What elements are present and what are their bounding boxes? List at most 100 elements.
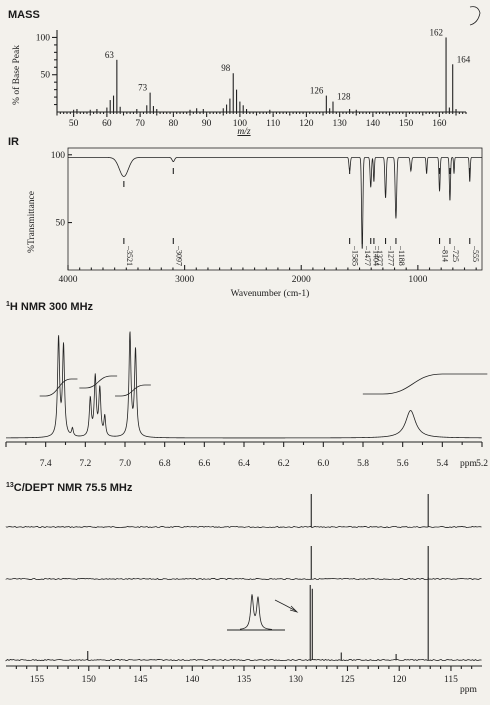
mass-peak-label: 63: [105, 50, 115, 60]
mass-x-tick-label: 140: [366, 119, 381, 129]
ir-band-label: –1585: [351, 245, 360, 266]
h-nmr-tick-label: 7.2: [79, 459, 91, 469]
h-nmr-integral: [115, 384, 151, 397]
h-nmr-integral: [39, 378, 78, 397]
mass-spectrum-panel: MASS % of Base Peak 50 60 70 80 90 100 110 120 1…: [8, 6, 481, 137]
h-nmr-content: [6, 331, 488, 439]
c-nmr-x-label: ppm: [460, 685, 478, 695]
c-nmr-tick-label: 125: [340, 675, 355, 685]
ir-y-tick-label: 100: [51, 151, 66, 161]
c-nmr-baseline-2: [5, 577, 482, 581]
ir-y-tick-label: 50: [56, 219, 66, 229]
c-nmr-content: [5, 494, 482, 662]
mass-x-tick-label: 160: [432, 119, 447, 129]
mass-peak-label: 128: [337, 92, 351, 102]
ir-x-tick-label: 3000: [175, 275, 194, 285]
c-nmr-inset-doublet: [239, 594, 273, 630]
h-nmr-integral: [362, 373, 488, 395]
mass-peak-label: 162: [430, 27, 444, 37]
mass-x-tick-label: 60: [102, 119, 112, 129]
mass-x-tick-label: 110: [266, 119, 280, 129]
mass-title: MASS: [8, 9, 40, 21]
page-curl-mark: [469, 6, 481, 26]
h-nmr-tick-label: 5.6: [397, 459, 409, 469]
mass-y-tick-label: 50: [41, 71, 51, 81]
mass-x-tick-label: 80: [169, 119, 179, 129]
ir-band-label: –1277: [387, 245, 396, 266]
ir-band-label: –814: [441, 245, 450, 262]
c-nmr-tick-label: 140: [185, 675, 200, 685]
h-nmr-tick-label: 5.4: [436, 459, 448, 469]
h-nmr-tick-label: 5.2: [476, 459, 488, 469]
h-nmr-ticks: 7.4 7.2 7.0 6.8 6.6 6.4 6.2 6.0 5.8 5.6 5.4 5.2: [5, 442, 488, 469]
mass-peak-label: 73: [138, 83, 148, 93]
ir-x-tick-label: 2000: [292, 275, 311, 285]
ir-band-label: –3097: [174, 245, 183, 266]
mass-peak-label: 164: [457, 54, 471, 64]
h-nmr-tick-label: 6.2: [278, 459, 290, 469]
c-nmr-tick-label: 115: [444, 675, 458, 685]
mass-x-label: m/z: [237, 127, 251, 137]
h-nmr-tick-label: 6.6: [198, 459, 210, 469]
ir-band-label: –1377: [375, 245, 384, 266]
ir-band-label: –1404: [372, 245, 381, 266]
c-nmr-baseline-1: [5, 525, 482, 529]
h-nmr-superscript: 1: [6, 301, 10, 308]
mass-ticks: 50 60 70 80 90 100 110 120 130 140 150 160 50 100: [36, 33, 467, 129]
h-nmr-tick-label: 6.8: [159, 459, 171, 469]
h-nmr-x-label: ppm: [460, 459, 478, 469]
h-nmr-tick-label: 5.8: [357, 459, 369, 469]
h-nmr-tick-label: 6.4: [238, 459, 250, 469]
c-nmr-inset-arrow: [274, 599, 297, 612]
c-nmr-tick-label: 120: [392, 675, 407, 685]
mass-y-label: % of Base Peak: [11, 45, 22, 105]
c-nmr-tick-label: 130: [289, 675, 304, 685]
h-nmr-panel: 1H NMR 300 MHz 7.4 7.2 7.0 6.8 6.6 6.4 6.2 6.0 5…: [5, 301, 488, 469]
h-nmr-tick-label: 7.0: [119, 459, 131, 469]
mass-x-tick-label: 50: [69, 119, 79, 129]
ir-title: IR: [8, 136, 19, 148]
c-nmr-title: 13C/DEPT NMR 75.5 MHz: [6, 482, 133, 494]
ir-spectrum-panel: IR %Transmittance 4000 3000 2000 100050100 …: [8, 136, 483, 299]
ir-x-label: Wavenumber (cm-1): [231, 288, 310, 299]
c-nmr-superscript: 13: [6, 482, 14, 489]
mass-x-tick-label: 100: [233, 119, 248, 129]
mass-x-tick-label: 70: [135, 119, 145, 129]
mass-x-tick-label: 90: [202, 119, 212, 129]
ir-ticks: 4000 3000 2000 1000 50 100: [51, 151, 477, 285]
h-nmr-title-text: H NMR 300 MHz: [10, 301, 94, 313]
mass-x-tick-label: 150: [399, 119, 414, 129]
c-nmr-panel: 13C/DEPT NMR 75.5 MHz 155 150 145 140 135 130…: [5, 482, 482, 695]
c-nmr-inset-arrowhead: [289, 605, 299, 613]
ir-x-tick-label: 4000: [59, 275, 78, 285]
mass-y-tick-label: 100: [36, 33, 51, 43]
ir-x-tick-label: 1000: [408, 275, 427, 285]
ir-frame: [67, 147, 483, 271]
ir-band-label: –1188: [397, 245, 406, 266]
c-nmr-baseline-3: [5, 658, 482, 662]
h-nmr-integral: [79, 375, 118, 389]
ir-band-label: –3521: [125, 245, 134, 266]
ir-band-label: –725: [451, 245, 460, 262]
mass-peak-label: 98: [221, 63, 231, 73]
h-nmr-tick-label: 6.0: [317, 459, 329, 469]
mass-peak-label: 126: [310, 86, 324, 96]
h-nmr-tick-label: 7.4: [40, 459, 52, 469]
h-nmr-trace: [6, 331, 482, 439]
ir-band-label: –1477: [363, 245, 372, 266]
ir-y-label: %Transmittance: [27, 191, 37, 253]
ir-band-label: –555: [471, 245, 480, 262]
h-nmr-title: 1H NMR 300 MHz: [6, 301, 94, 313]
c-nmr-title-text: C/DEPT NMR 75.5 MHz: [14, 482, 133, 494]
c-nmr-tick-label: 155: [30, 675, 45, 685]
c-nmr-tick-label: 150: [82, 675, 97, 685]
c-nmr-ticks: 155 150 145 140 135 130 125 120 115: [15, 666, 473, 685]
c-nmr-tick-label: 135: [237, 675, 252, 685]
mass-peaks: 63 73 98 126 128 162 164: [73, 27, 471, 112]
ir-trace: [68, 157, 482, 249]
mass-x-tick-label: 120: [299, 119, 314, 129]
ir-band-labels: –3521 –3097 –1585 –1477 –1404–1377 –1277 –1188…: [123, 168, 480, 266]
c-nmr-tick-label: 145: [133, 675, 148, 685]
